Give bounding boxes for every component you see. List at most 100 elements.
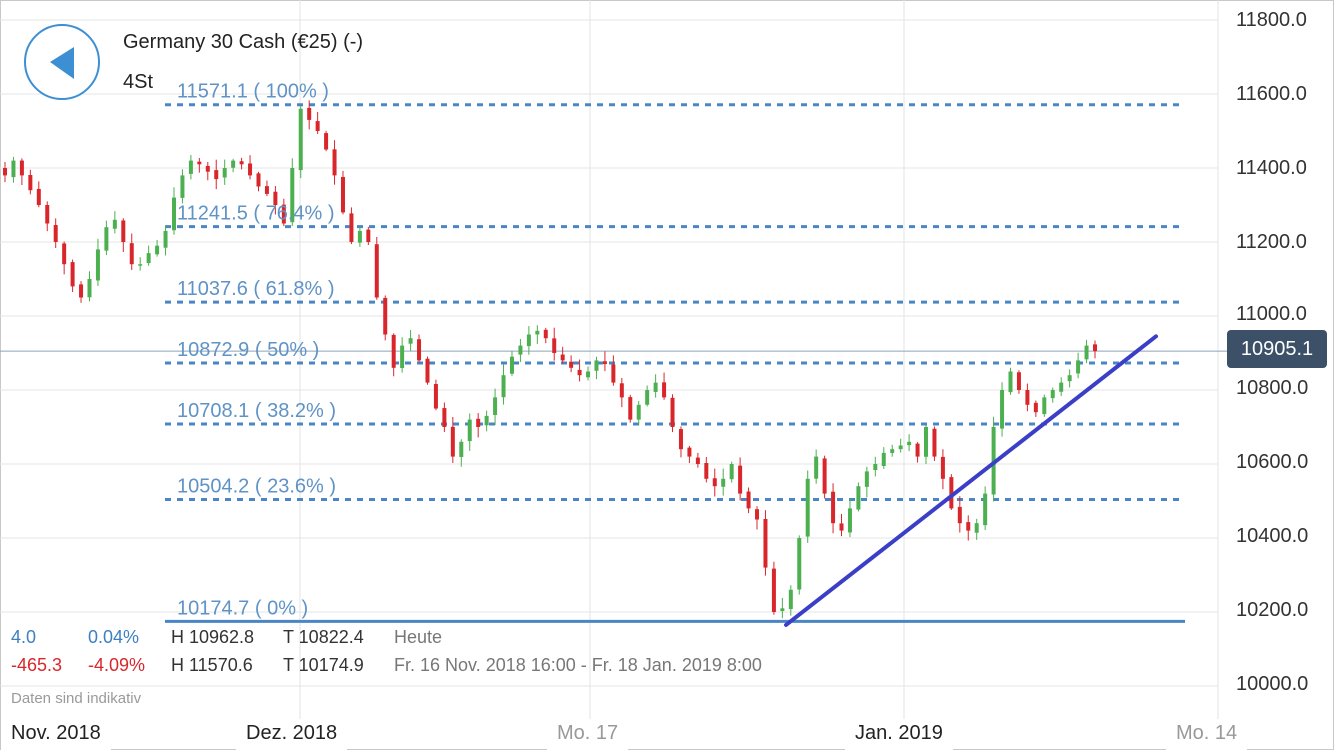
y-tick-label: 11800.0 [1236,9,1307,31]
fib-labels: 11571.1 ( 100% ) 11241.5 ( 76.4% ) 11037.6… [177,81,336,620]
candle-body [721,478,726,487]
back-button[interactable] [24,24,100,100]
candle-body [949,477,954,509]
candle-body [577,369,582,376]
candle-body [645,390,650,405]
candle-body [391,334,396,368]
candle-body [518,345,523,355]
candle-body [814,456,819,479]
candle-body [501,375,506,398]
y-tick-label: 11600.0 [1236,83,1307,105]
fib-level-label: 11241.5 ( 76.4% ) [177,203,335,225]
candle-body [450,426,455,457]
instrument-title: Germany 30 Cash (€25) (-) [123,31,364,53]
candle-body [146,253,151,264]
candle-body [915,443,920,457]
period-low: T 10174.9 [283,655,364,675]
period-change: -465.3 [11,655,63,675]
fib-level-label: 10708.1 ( 38.2% ) [177,400,336,422]
candle-body [924,427,929,457]
candle-body [687,447,692,457]
candle-body [847,508,852,533]
today-change-pct: 0.04% [88,627,140,647]
candle-body [222,168,227,178]
candle-body [256,173,261,187]
candle-body [129,243,134,265]
trendline-layer [784,334,1158,627]
candle-body [459,441,464,457]
today-label: Heute [394,627,443,647]
candlesticks [3,100,1097,619]
candle-body [425,358,430,383]
timeframe-selector[interactable]: 4St [123,71,154,93]
candle-body [332,149,337,176]
y-tick-label: 10200.0 [1236,599,1309,621]
candle-body [1050,390,1055,399]
candle-body [1093,344,1097,352]
x-tick-label: Jan. 2019 [845,719,953,750]
candle-body [907,441,912,446]
x-tick-label: Mo. 14 [1166,719,1248,750]
candle-body [771,568,776,612]
candle-body [653,382,658,392]
current-price-badge: 10905.1 [1227,330,1327,368]
back-arrow-icon [50,47,74,79]
candle-body [121,220,126,242]
fib-level-label: 10872.9 ( 50% ) [177,339,319,361]
y-tick-label: 10400.0 [1236,525,1309,547]
candle-body [1016,372,1021,390]
candle-body [864,471,869,487]
today-low: T 10822.4 [283,627,364,647]
candle-body [957,506,962,524]
candle-body [493,397,498,415]
candle-body [831,491,836,524]
fib-levels [0,103,1228,623]
candle-body [746,491,751,509]
candle-body [940,456,945,479]
candle-body [467,419,472,442]
candle-body [408,338,413,344]
candle-body [839,523,844,531]
candle-body [678,429,683,450]
candle-body [383,297,388,335]
candle-body [619,383,624,398]
candle-body [1067,375,1072,382]
candle-body [28,175,33,191]
candle-body [695,457,700,464]
candle-body [602,361,607,365]
y-tick-label: 11200.0 [1236,231,1307,253]
y-tick-label: 10600.0 [1236,451,1309,473]
candle-body [662,382,667,398]
candle-body [856,486,861,510]
candle-body [873,464,878,471]
candle-body [569,361,574,368]
candle-body [180,175,185,198]
candle-body [1076,360,1081,374]
candle-body [552,338,557,353]
today-change: 4.0 [11,627,37,647]
candle-body [763,518,768,568]
candle-body [79,284,84,298]
candle-body [442,408,447,427]
candle-body [476,418,481,427]
trendline [784,334,1158,627]
candle-body [112,219,117,229]
candle-body [974,523,979,533]
indicative-note: Daten sind indikativ [11,690,142,707]
candle-body [704,462,709,479]
candle-body [1059,382,1064,392]
candle-body [586,371,591,378]
candle-body [433,383,438,409]
candle-body [248,163,253,176]
candle-body [188,160,193,174]
candle-body [594,360,599,371]
candle-body [374,244,379,298]
candle-body [738,465,743,494]
y-tick-label: 10000.0 [1236,673,1309,695]
candle-body [298,108,303,171]
candle-body [628,397,633,420]
candle-body [1042,397,1047,415]
y-tick-label: 11000.0 [1236,303,1307,325]
candle-body [526,334,531,347]
